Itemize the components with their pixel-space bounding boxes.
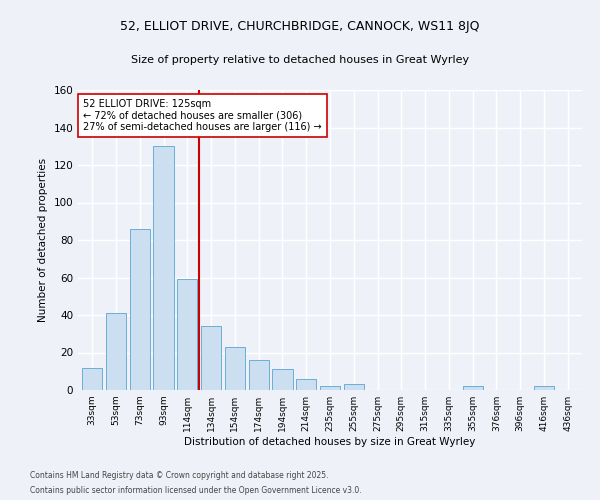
Bar (154, 146, 173, 390)
Bar (225, 347, 245, 390)
Text: Contains public sector information licensed under the Open Government Licence v3: Contains public sector information licen… (30, 486, 362, 495)
Bar (272, 370, 293, 390)
Bar (320, 386, 340, 390)
Y-axis label: Number of detached properties: Number of detached properties (38, 158, 48, 322)
Bar (130, 229, 150, 390)
Bar (296, 379, 316, 390)
Bar (463, 386, 483, 390)
Text: 52 ELLIOT DRIVE: 125sqm
← 72% of detached houses are smaller (306)
27% of semi-d: 52 ELLIOT DRIVE: 125sqm ← 72% of detache… (83, 99, 322, 132)
Text: Size of property relative to detached houses in Great Wyrley: Size of property relative to detached ho… (131, 55, 469, 65)
Bar (177, 280, 197, 390)
Bar (201, 326, 221, 390)
X-axis label: Distribution of detached houses by size in Great Wyrley: Distribution of detached houses by size … (184, 437, 476, 447)
Bar (534, 386, 554, 390)
Bar (344, 384, 364, 390)
Bar (106, 313, 126, 390)
Bar (82, 368, 103, 390)
Text: 52, ELLIOT DRIVE, CHURCHBRIDGE, CANNOCK, WS11 8JQ: 52, ELLIOT DRIVE, CHURCHBRIDGE, CANNOCK,… (120, 20, 480, 33)
Text: Contains HM Land Registry data © Crown copyright and database right 2025.: Contains HM Land Registry data © Crown c… (30, 471, 329, 480)
Bar (248, 360, 269, 390)
